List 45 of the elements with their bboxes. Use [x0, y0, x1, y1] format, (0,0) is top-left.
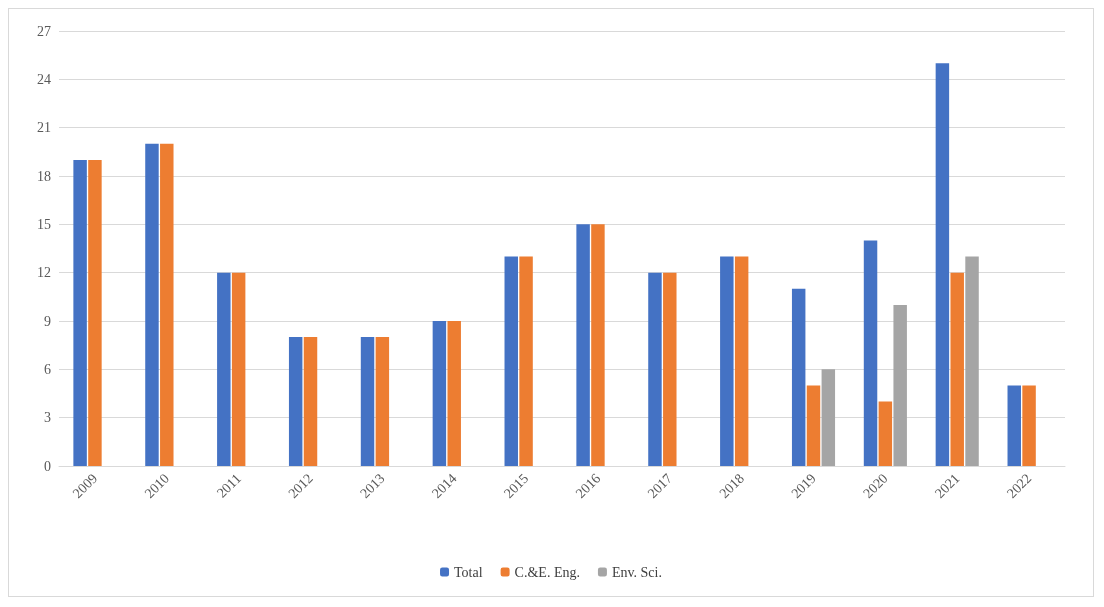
y-tick-label: 3 [44, 410, 51, 426]
bar [893, 304, 907, 466]
y-tick-label: 21 [37, 120, 51, 136]
bar [821, 369, 836, 466]
y-tick-label: 15 [37, 216, 51, 232]
legend-label: Total [454, 564, 483, 580]
y-tick-label: 6 [44, 361, 51, 377]
bar [217, 272, 231, 466]
bar [863, 240, 878, 466]
bar [720, 256, 734, 466]
bar [303, 337, 318, 466]
y-tick-label: 27 [37, 23, 51, 39]
bar [663, 272, 677, 466]
bar [734, 256, 749, 466]
bar [360, 337, 375, 466]
bar [432, 321, 447, 466]
y-tick-label: 9 [44, 313, 51, 329]
bar [145, 143, 159, 466]
y-tick-label: 0 [44, 458, 51, 474]
bar [878, 401, 893, 466]
x-tick-label: 2011 [213, 470, 244, 501]
bar [965, 256, 979, 466]
y-tick-label: 18 [37, 168, 51, 184]
bar [504, 256, 518, 466]
bar [576, 224, 590, 466]
bar [1022, 385, 1036, 466]
y-tick-label: 12 [37, 265, 51, 281]
legend-label: Env. Sci. [611, 564, 662, 580]
bar [231, 272, 246, 466]
bar [288, 337, 303, 466]
bar [950, 272, 964, 466]
bar [160, 143, 174, 466]
bar [375, 337, 390, 466]
y-tick-label: 24 [37, 71, 51, 87]
bar [88, 159, 102, 466]
legend-label: C.&E. Eng. [514, 564, 580, 580]
bar [447, 321, 461, 466]
bar [591, 224, 605, 466]
bar [648, 272, 662, 466]
bar [791, 288, 806, 466]
bar [1007, 385, 1021, 466]
bar [806, 385, 821, 466]
bar [519, 256, 533, 466]
bar [935, 63, 950, 466]
bar [73, 159, 87, 466]
